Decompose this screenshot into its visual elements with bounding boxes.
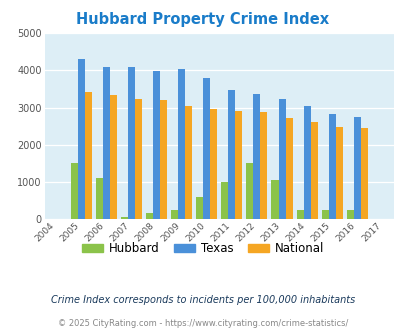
Bar <box>360 128 367 219</box>
Bar <box>178 69 185 219</box>
Bar <box>102 67 109 219</box>
Bar <box>202 78 210 219</box>
Bar <box>145 213 153 219</box>
Bar <box>353 116 360 219</box>
Bar <box>96 179 102 219</box>
Bar <box>221 182 228 219</box>
Text: Crime Index corresponds to incidents per 100,000 inhabitants: Crime Index corresponds to incidents per… <box>51 295 354 305</box>
Bar <box>134 99 141 219</box>
Text: Hubbard Property Crime Index: Hubbard Property Crime Index <box>76 12 329 26</box>
Legend: Hubbard, Texas, National: Hubbard, Texas, National <box>77 237 328 260</box>
Bar <box>171 210 178 219</box>
Bar <box>77 59 84 219</box>
Bar <box>260 113 267 219</box>
Bar <box>160 100 166 219</box>
Bar <box>321 210 328 219</box>
Bar <box>246 163 253 219</box>
Bar <box>253 94 260 219</box>
Bar <box>210 110 217 219</box>
Bar <box>185 107 192 219</box>
Bar <box>120 217 128 219</box>
Bar <box>235 111 242 219</box>
Bar <box>109 95 117 219</box>
Bar <box>128 67 134 219</box>
Bar <box>310 122 317 219</box>
Bar <box>70 163 77 219</box>
Bar <box>328 114 335 219</box>
Bar <box>296 210 303 219</box>
Bar <box>153 71 160 219</box>
Bar <box>278 99 285 219</box>
Bar <box>84 92 92 219</box>
Bar <box>335 127 342 219</box>
Bar <box>303 106 310 219</box>
Bar <box>271 180 278 219</box>
Bar <box>346 210 353 219</box>
Bar <box>228 90 235 219</box>
Bar <box>285 118 292 219</box>
Text: © 2025 CityRating.com - https://www.cityrating.com/crime-statistics/: © 2025 CityRating.com - https://www.city… <box>58 319 347 328</box>
Bar <box>196 197 202 219</box>
